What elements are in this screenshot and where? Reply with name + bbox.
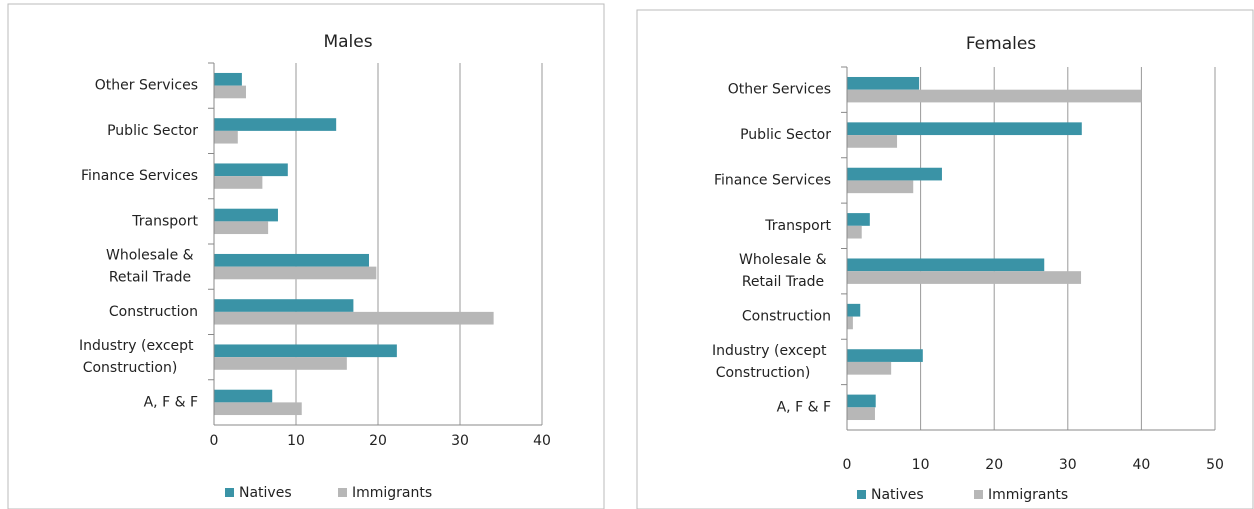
bar: [847, 122, 1082, 136]
legend-label: Immigrants: [352, 485, 432, 501]
y-tick-label: Industry (except Construction): [712, 343, 831, 381]
legend-swatch: [857, 490, 866, 499]
y-tick-label: Wholesale & Retail Trade: [106, 248, 198, 286]
legend-label: Natives: [871, 487, 924, 503]
y-tick-label: Industry (except Construction): [79, 338, 198, 376]
y-tick-label: Finance Services: [714, 172, 831, 188]
x-tick-label: 40: [533, 433, 551, 449]
bar: [214, 357, 347, 370]
y-tick-label: Finance Services: [81, 168, 198, 184]
legend-label: Natives: [239, 485, 292, 501]
bar: [847, 316, 853, 330]
y-tick-label: A, F & F: [144, 394, 198, 410]
x-tick-label: 50: [1206, 457, 1224, 473]
bar: [214, 72, 242, 86]
y-tick-label: Wholesale & Retail Trade: [739, 252, 831, 290]
x-tick-label: 10: [912, 457, 930, 473]
legend-swatch: [338, 488, 347, 497]
bar: [847, 271, 1082, 284]
bar: [214, 299, 354, 312]
x-tick-label: 10: [287, 433, 305, 449]
bar: [847, 213, 870, 226]
bar: [214, 130, 238, 144]
bar: [214, 253, 369, 267]
bar: [847, 407, 875, 421]
bar: [847, 258, 1045, 272]
y-tick-label: Other Services: [728, 82, 831, 98]
y-tick-label: Public Sector: [740, 127, 831, 143]
y-tick-label: A, F & F: [777, 399, 831, 415]
legend-swatch: [974, 490, 983, 499]
bar: [214, 221, 269, 235]
bar: [847, 76, 920, 90]
legend-label: Immigrants: [988, 487, 1068, 503]
x-tick-label: 20: [985, 457, 1003, 473]
chart-title: Males: [323, 32, 372, 52]
y-tick-label: Construction: [109, 304, 198, 320]
x-tick-label: 20: [369, 433, 387, 449]
x-tick-label: 30: [1059, 457, 1077, 473]
bar: [214, 85, 246, 99]
chart-title: Females: [966, 34, 1036, 54]
bar: [847, 303, 861, 317]
bar: [214, 266, 377, 280]
x-tick-label: 0: [210, 433, 219, 449]
bar: [214, 311, 494, 325]
bar: [847, 394, 876, 408]
bar: [214, 344, 397, 358]
bar: [214, 163, 288, 177]
bar: [847, 180, 914, 194]
bar: [214, 389, 273, 403]
y-tick-label: Public Sector: [107, 123, 198, 139]
x-tick-label: 40: [1132, 457, 1150, 473]
bar: [214, 118, 337, 131]
x-tick-label: 30: [451, 433, 469, 449]
bar: [847, 167, 942, 181]
bar: [214, 176, 263, 189]
legend-swatch: [225, 488, 234, 497]
bar: [214, 402, 302, 416]
bar: [847, 89, 1142, 103]
x-tick-label: 0: [843, 457, 852, 473]
bar: [847, 349, 923, 362]
y-tick-label: Transport: [764, 218, 831, 234]
bar: [847, 135, 898, 148]
y-tick-label: Construction: [742, 309, 831, 325]
y-tick-label: Other Services: [95, 78, 198, 94]
y-tick-label: Transport: [131, 213, 198, 229]
bar: [847, 361, 892, 375]
bar: [214, 208, 278, 222]
bar: [847, 225, 862, 239]
